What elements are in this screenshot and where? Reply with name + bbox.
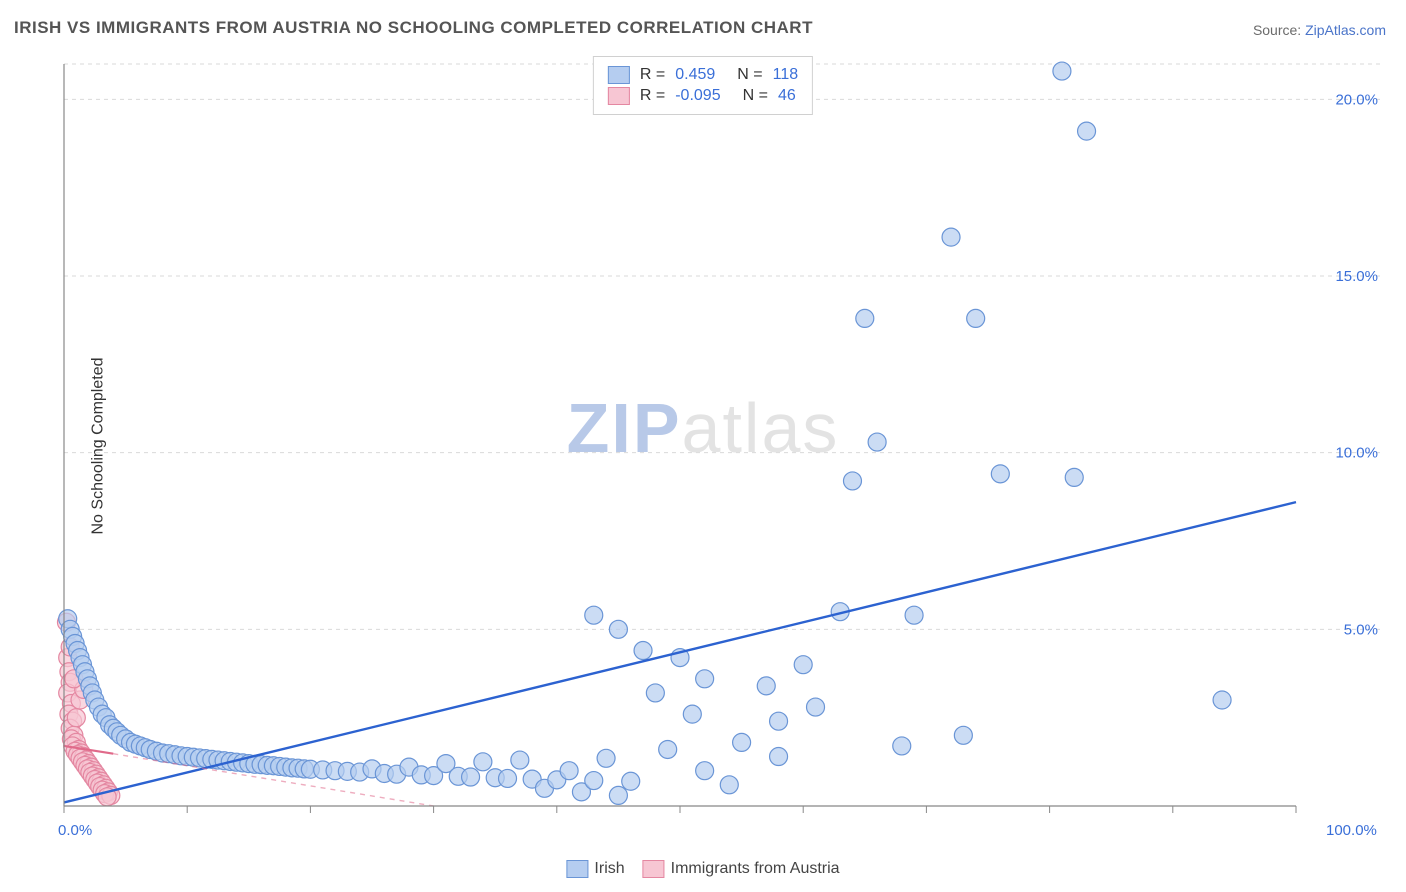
svg-text:10.0%: 10.0% [1335, 445, 1378, 462]
svg-text:15.0%: 15.0% [1335, 268, 1378, 285]
svg-text:5.0%: 5.0% [1344, 621, 1378, 638]
chart-title: IRISH VS IMMIGRANTS FROM AUSTRIA NO SCHO… [14, 18, 813, 38]
n-value-austria: 46 [778, 87, 796, 105]
legend-swatch-austria [643, 860, 665, 878]
source-label: Source: [1253, 22, 1301, 38]
n-label: N = [743, 87, 768, 105]
x-axis-min-label: 0.0% [58, 822, 92, 839]
legend-item-irish: Irish [566, 860, 624, 878]
source-credit: Source: ZipAtlas.com [1253, 22, 1386, 38]
r-value-irish: 0.459 [675, 66, 715, 84]
legend-row-irish: R = 0.459 N = 118 [608, 66, 798, 84]
r-label: R = [640, 66, 665, 84]
legend-swatch-austria [608, 87, 630, 105]
n-label: N = [737, 66, 762, 84]
scatter-plot: 5.0% 10.0% 15.0% 20.0% [50, 50, 1386, 842]
correlation-legend: R = 0.459 N = 118 R = -0.095 N = 46 [593, 56, 813, 115]
legend-swatch-irish [566, 860, 588, 878]
legend-label-irish: Irish [594, 860, 624, 877]
svg-text:20.0%: 20.0% [1335, 91, 1378, 108]
r-label: R = [640, 87, 665, 105]
x-axis-max-label: 100.0% [1326, 822, 1377, 839]
legend-item-austria: Immigrants from Austria [643, 860, 840, 878]
legend-swatch-irish [608, 66, 630, 84]
source-value: ZipAtlas.com [1305, 22, 1386, 38]
legend-row-austria: R = -0.095 N = 46 [608, 87, 798, 105]
r-value-austria: -0.095 [675, 87, 720, 105]
legend-label-austria: Immigrants from Austria [671, 860, 840, 877]
n-value-irish: 118 [773, 66, 799, 84]
series-legend: Irish Immigrants from Austria [566, 860, 839, 878]
